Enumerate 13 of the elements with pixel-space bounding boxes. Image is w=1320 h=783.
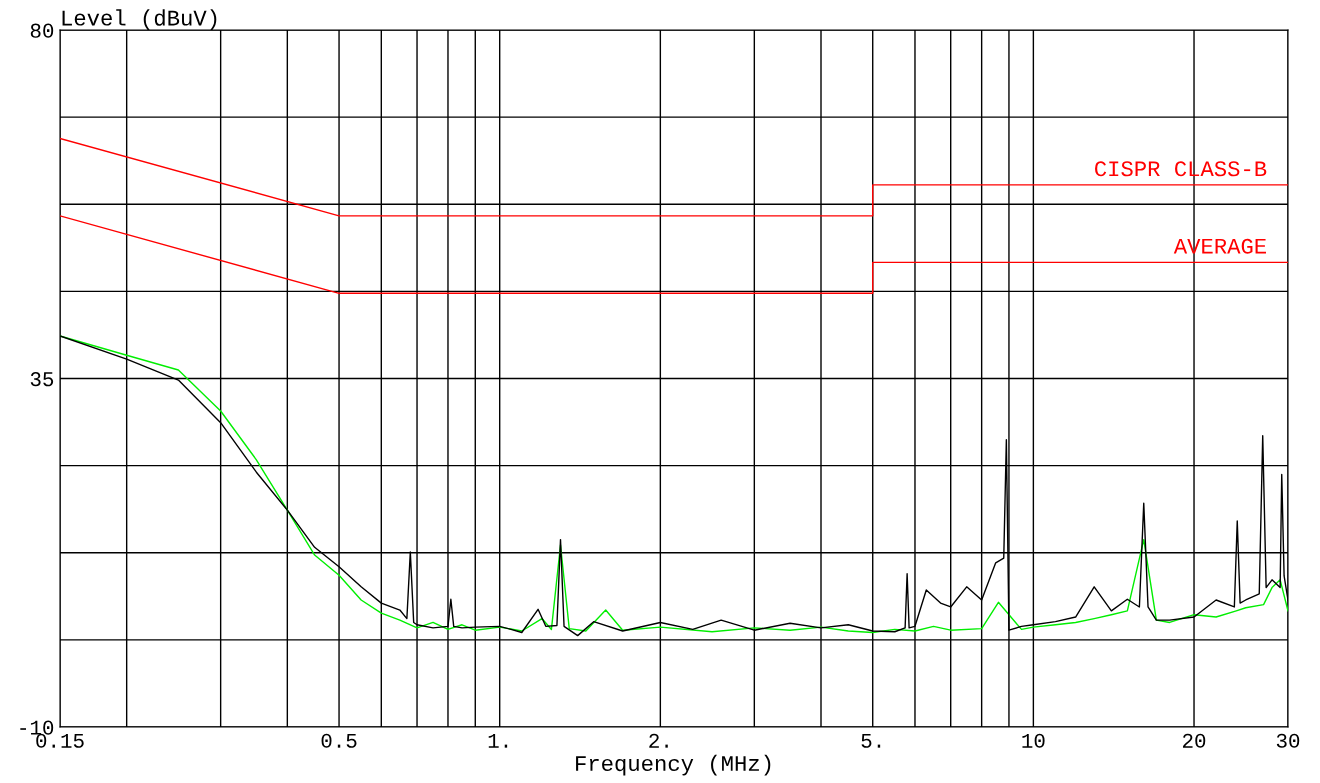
x-tick-label: 1. [488,733,508,748]
y-tick-label: 80 [30,23,54,38]
x-tick-label: 30 [1276,733,1300,748]
x-tick-label: 10 [1022,733,1045,748]
x-tick-label: 2. [649,733,668,748]
x-axis-title: Frequency (MHz) [576,754,771,776]
x-tick-label: 20 [1182,733,1206,748]
y-tick-label: -10 [20,720,54,735]
y-axis-title: Level (dBuV) [62,9,217,30]
y-tick-label: 35 [30,372,54,387]
x-tick-label: 0.15 [36,733,84,748]
x-tick-label: 5. [861,733,881,748]
x-tick-label: 0.5 [321,733,357,748]
